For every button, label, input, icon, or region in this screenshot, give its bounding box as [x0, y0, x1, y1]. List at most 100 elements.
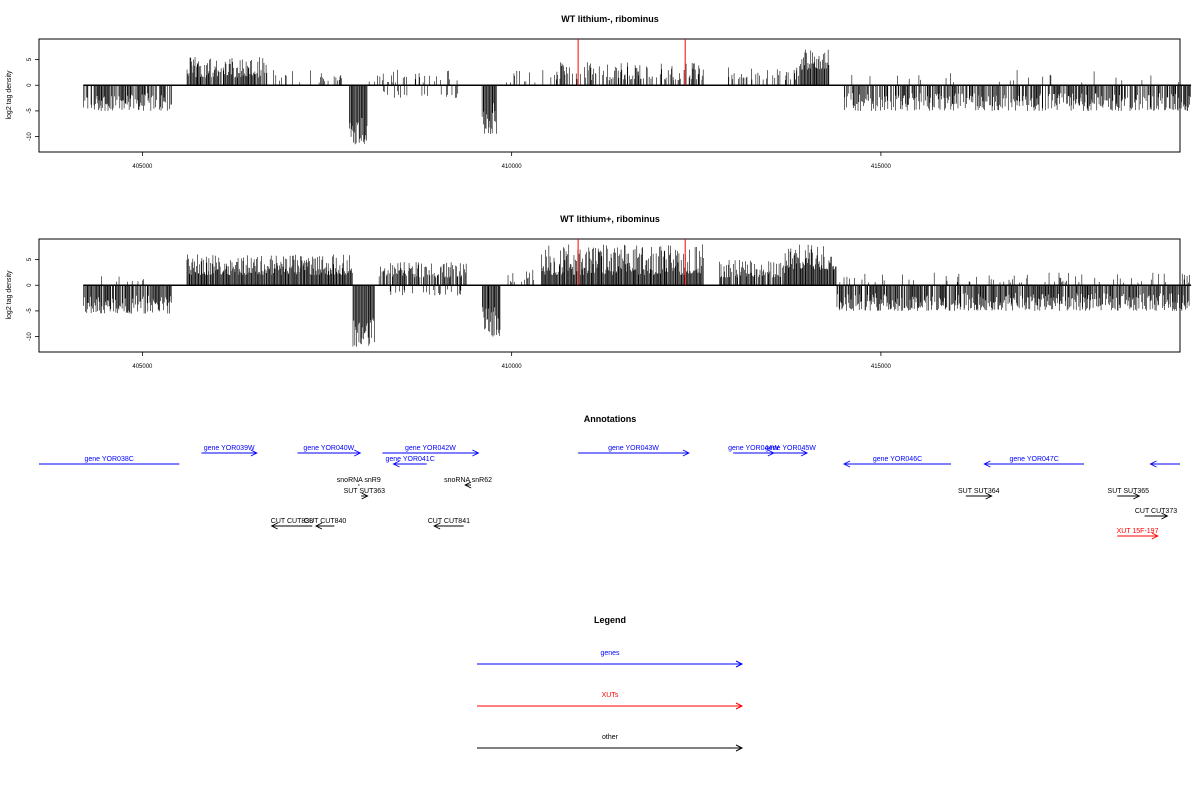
annotation-feature: SUT SUT364 [958, 488, 1000, 500]
annotation-feature: gene YOR039W [201, 445, 258, 457]
legend-arrow-head [735, 660, 744, 668]
x-axis: 405000 410000 415000 [132, 152, 892, 170]
legend-label: genes [600, 650, 620, 657]
legend-label: other [602, 734, 619, 741]
annotation-feature [1149, 460, 1180, 468]
arrow-head [270, 522, 278, 530]
legend-entry: genes [477, 650, 744, 668]
annotations-title: Annotations [584, 414, 637, 424]
arrow-head [314, 522, 323, 530]
annotation-feature: snoRNA snR62 [444, 477, 492, 489]
panel-title: WT lithium+, ribominus [560, 214, 660, 224]
feature-label: snoRNA snR62 [444, 477, 492, 484]
arrow-head [250, 449, 258, 457]
feature-label: gene YOR041C [385, 456, 434, 463]
y-axis: -10 -5 0 5 [27, 57, 39, 141]
annotation-feature: gene YOR041C [385, 456, 435, 468]
panel-title: WT lithium-, ribominus [561, 14, 659, 24]
y-tick-label: -10 [27, 332, 33, 341]
annotation-feature: gene YOR043W [578, 445, 690, 457]
feature-label: gene YOR045W [765, 445, 816, 452]
legend-arrow-head [735, 744, 744, 752]
annotation-feature: CUT CUT373 [1135, 508, 1177, 520]
x-axis: 405000 410000 415000 [132, 352, 892, 370]
legend-arrow-head [735, 702, 744, 710]
feature-label: CUT CUT841 [428, 518, 470, 525]
annotation-feature: SUT SUT365 [1108, 488, 1150, 500]
legend-title: Legend [594, 615, 626, 625]
feature-label: CUT CUT840 [304, 518, 346, 525]
feature-label: gene YOR046C [873, 456, 922, 463]
density-bars [83, 39, 1192, 145]
y-tick-label: 5 [27, 57, 33, 61]
feature-label: gene YOR047C [1009, 456, 1058, 463]
feature-label: gene YOR044W [728, 445, 779, 452]
annotation-feature: gene YOR038C [39, 456, 180, 465]
arrow-head [392, 460, 400, 468]
feature-label: gene YOR040W [303, 445, 354, 452]
legend-entries: genes XUTs other [477, 650, 744, 752]
arrow-head [682, 449, 690, 457]
annotation-feature: XUT 15F-197 [1117, 528, 1159, 540]
x-tick-label: 405000 [132, 164, 153, 170]
y-tick-label: -5 [27, 308, 33, 314]
legend-entry: other [477, 734, 744, 752]
legend: Legend genes XUTs other [477, 615, 744, 752]
feature-label: snoRNA snR9 [337, 477, 381, 484]
feature-label: gene YOR039W [204, 445, 255, 452]
annotation-feature: CUT CUT838 [270, 518, 313, 530]
annotation-feature: gene YOR045W [765, 445, 816, 457]
annotation-feature: snoRNA snR9 [337, 477, 381, 486]
x-tick-label: 415000 [871, 164, 892, 170]
feature-label: gene YOR043W [608, 445, 659, 452]
arrow-head [985, 492, 993, 500]
feature-label: gene YOR038C [85, 456, 134, 463]
annotation-feature: CUT CUT840 [304, 518, 346, 530]
arrow-head [361, 492, 369, 500]
y-tick-label: 5 [27, 257, 33, 261]
y-axis: -10 -5 0 5 [27, 257, 39, 341]
annotation-feature: gene YOR047C [983, 456, 1084, 468]
arrow-head [983, 460, 991, 468]
feature-label: SUT SUT363 [344, 488, 386, 495]
panel-lithium-plus: WT lithium+, ribominus log2 tag density … [6, 214, 1192, 370]
x-tick-label: 405000 [132, 364, 153, 370]
feature-label: CUT CUT373 [1135, 508, 1177, 515]
arrow-head [1161, 512, 1169, 520]
y-tick-label: 0 [27, 283, 33, 287]
arrow-head [842, 460, 851, 468]
annotation-feature: gene YOR046C [842, 456, 952, 468]
plot-frame [38, 238, 1181, 353]
legend-entry: XUTs [477, 692, 744, 710]
y-tick-label: 0 [27, 83, 33, 87]
annotation-feature: gene YOR042W [382, 445, 480, 457]
legend-label: XUTs [602, 692, 619, 699]
y-axis-label: log2 tag density [6, 270, 13, 320]
arrow-head [1151, 532, 1159, 540]
arrow-head [354, 449, 362, 457]
panel-lithium-minus: WT lithium-, ribominus log2 tag density … [6, 14, 1192, 170]
annotation-features: gene YOR038C gene YOR039W gene YOR040W gene… [39, 445, 1180, 540]
feature-label: gene YOR042W [405, 445, 456, 452]
arrow-head [800, 449, 809, 457]
annotation-feature: CUT CUT841 [428, 518, 470, 530]
feature-label: XUT 15F-197 [1117, 528, 1159, 535]
arrow-head [1133, 492, 1141, 500]
density-bars [83, 239, 1192, 347]
plot-frame [38, 38, 1181, 153]
annotation-feature: gene YOR040W [297, 445, 362, 457]
arrow-head [472, 449, 480, 457]
x-tick-label: 415000 [871, 364, 892, 370]
feature-label: CUT CUT838 [271, 518, 313, 525]
feature-label: SUT SUT364 [958, 488, 1000, 495]
y-tick-label: -10 [27, 132, 33, 141]
y-tick-label: -5 [27, 108, 33, 114]
arrow-head [1149, 460, 1157, 468]
x-tick-label: 410000 [502, 164, 523, 170]
annotation-feature: SUT SUT363 [344, 488, 386, 500]
feature-label: SUT SUT365 [1108, 488, 1150, 495]
arrow-head [464, 481, 472, 489]
y-axis-label: log2 tag density [6, 70, 13, 120]
